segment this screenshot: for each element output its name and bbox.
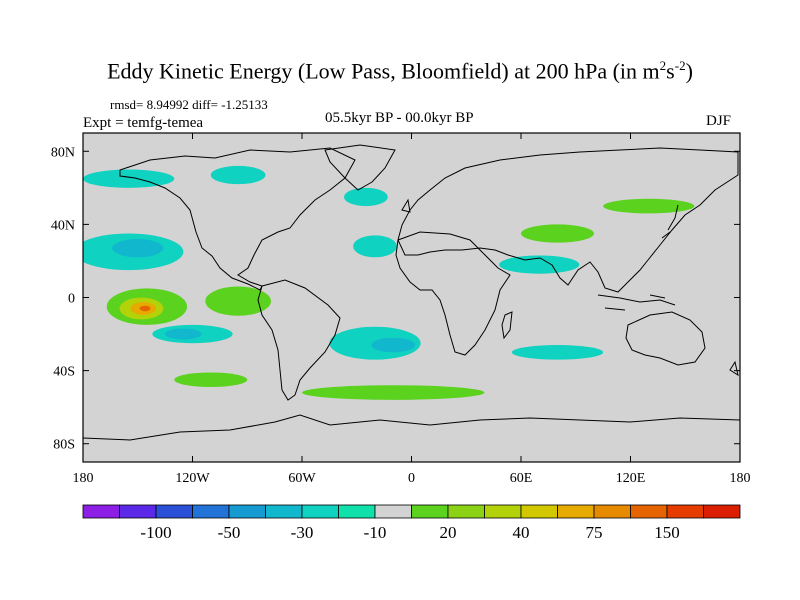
x-tick-label: 180 xyxy=(73,471,94,486)
colorbar-swatch xyxy=(593,504,631,519)
coastline-africa xyxy=(395,231,511,356)
region-south-pacific-neg-core xyxy=(165,328,202,340)
y-tick-label: 80S xyxy=(53,438,75,453)
colorbar-swatch xyxy=(301,504,339,519)
region-south-pacific-positive xyxy=(174,372,248,388)
colorbar-swatch xyxy=(228,504,266,519)
coastline-south-america xyxy=(257,279,341,401)
map-background xyxy=(83,133,740,462)
field-regions xyxy=(83,165,695,400)
region-south-indian-negative xyxy=(511,345,604,360)
region-north-atlantic-negative xyxy=(353,235,397,258)
colorbar-swatch xyxy=(411,504,449,519)
colorbar-swatch xyxy=(338,504,376,519)
coastline-greenland xyxy=(324,144,396,191)
colorbar-swatch xyxy=(119,504,157,519)
region-arctic-pacific-negative xyxy=(83,169,175,188)
region-canada-negative xyxy=(210,165,266,185)
region-siberia-positive xyxy=(603,198,695,214)
region-central-pacific-positive xyxy=(205,286,271,316)
colorbar-swatch xyxy=(484,504,522,519)
coastline-uk xyxy=(401,198,411,213)
y-tick-label: 80N xyxy=(51,145,75,160)
colorbar-swatch xyxy=(447,504,485,519)
x-tick-label: 0 xyxy=(408,471,415,486)
coastlines xyxy=(83,144,740,441)
colorbar-label: 40 xyxy=(513,523,530,542)
colorbar-label: -50 xyxy=(218,523,241,542)
x-tick-label: 60E xyxy=(510,471,533,486)
region-himalaya-negative xyxy=(499,255,580,274)
experiment-label: Expt = temfg-temea xyxy=(83,115,204,131)
coastline-japan xyxy=(661,204,679,239)
colorbar-swatch xyxy=(374,504,412,519)
colorbar-swatch xyxy=(265,504,303,519)
coastline-madagascar xyxy=(501,311,513,340)
colorbar-label: 20 xyxy=(440,523,457,542)
coastline-eurasia xyxy=(397,147,739,293)
period-label: 05.5kyr BP - 00.0kyr BP xyxy=(325,110,474,126)
region-europe-negative xyxy=(343,187,388,207)
colorbar-swatch xyxy=(703,504,741,519)
colorbar: -100 -50 -30 -10 20 40 75 150 xyxy=(82,504,741,542)
x-tick-label: 180 xyxy=(730,471,751,486)
region-east-pacific-pos-core3 xyxy=(139,305,151,312)
colorbar-swatch xyxy=(155,504,193,519)
x-tick-label: 120W xyxy=(175,471,210,486)
colorbar-label: -10 xyxy=(364,523,387,542)
colorbar-swatch xyxy=(82,504,120,519)
region-north-pacific-neg-core xyxy=(112,239,164,258)
coastline-antarctica xyxy=(83,414,740,441)
coastline-new-zealand xyxy=(729,360,739,377)
colorbar-label: -100 xyxy=(140,523,171,542)
x-tick-label: 120E xyxy=(616,471,646,486)
x-tick-label: 60W xyxy=(288,471,316,486)
colorbar-label: 150 xyxy=(654,523,680,542)
y-tick-label: 40N xyxy=(51,218,75,233)
stats-label: rmsd= 8.94992 diff= -1.25133 xyxy=(110,97,268,112)
y-tick-label: 40S xyxy=(53,365,75,380)
region-southern-ocean-positive xyxy=(302,385,485,400)
axis-ticks: 180 120W 60W 0 60E 120E 180 80N 40N 0 40S 80S xyxy=(51,133,751,486)
colorbar-label: -30 xyxy=(291,523,314,542)
colorbar-label: 75 xyxy=(586,523,603,542)
season-label: DJF xyxy=(706,113,732,129)
colorbar-swatch xyxy=(630,504,668,519)
region-south-atlantic-neg-core xyxy=(371,337,416,353)
region-asia-jet-positive xyxy=(521,224,594,243)
chart-title: Eddy Kinetic Energy (Low Pass, Bloomfiel… xyxy=(107,58,693,84)
colorbar-swatch xyxy=(557,504,595,519)
y-tick-label: 0 xyxy=(68,292,75,307)
coastline-north-america xyxy=(119,147,356,291)
coastline-australia xyxy=(625,311,706,366)
colorbar-swatch xyxy=(192,504,230,519)
colorbar-swatch xyxy=(666,504,704,519)
colorbar-swatch xyxy=(520,504,558,519)
coastline-indonesia xyxy=(597,294,676,311)
